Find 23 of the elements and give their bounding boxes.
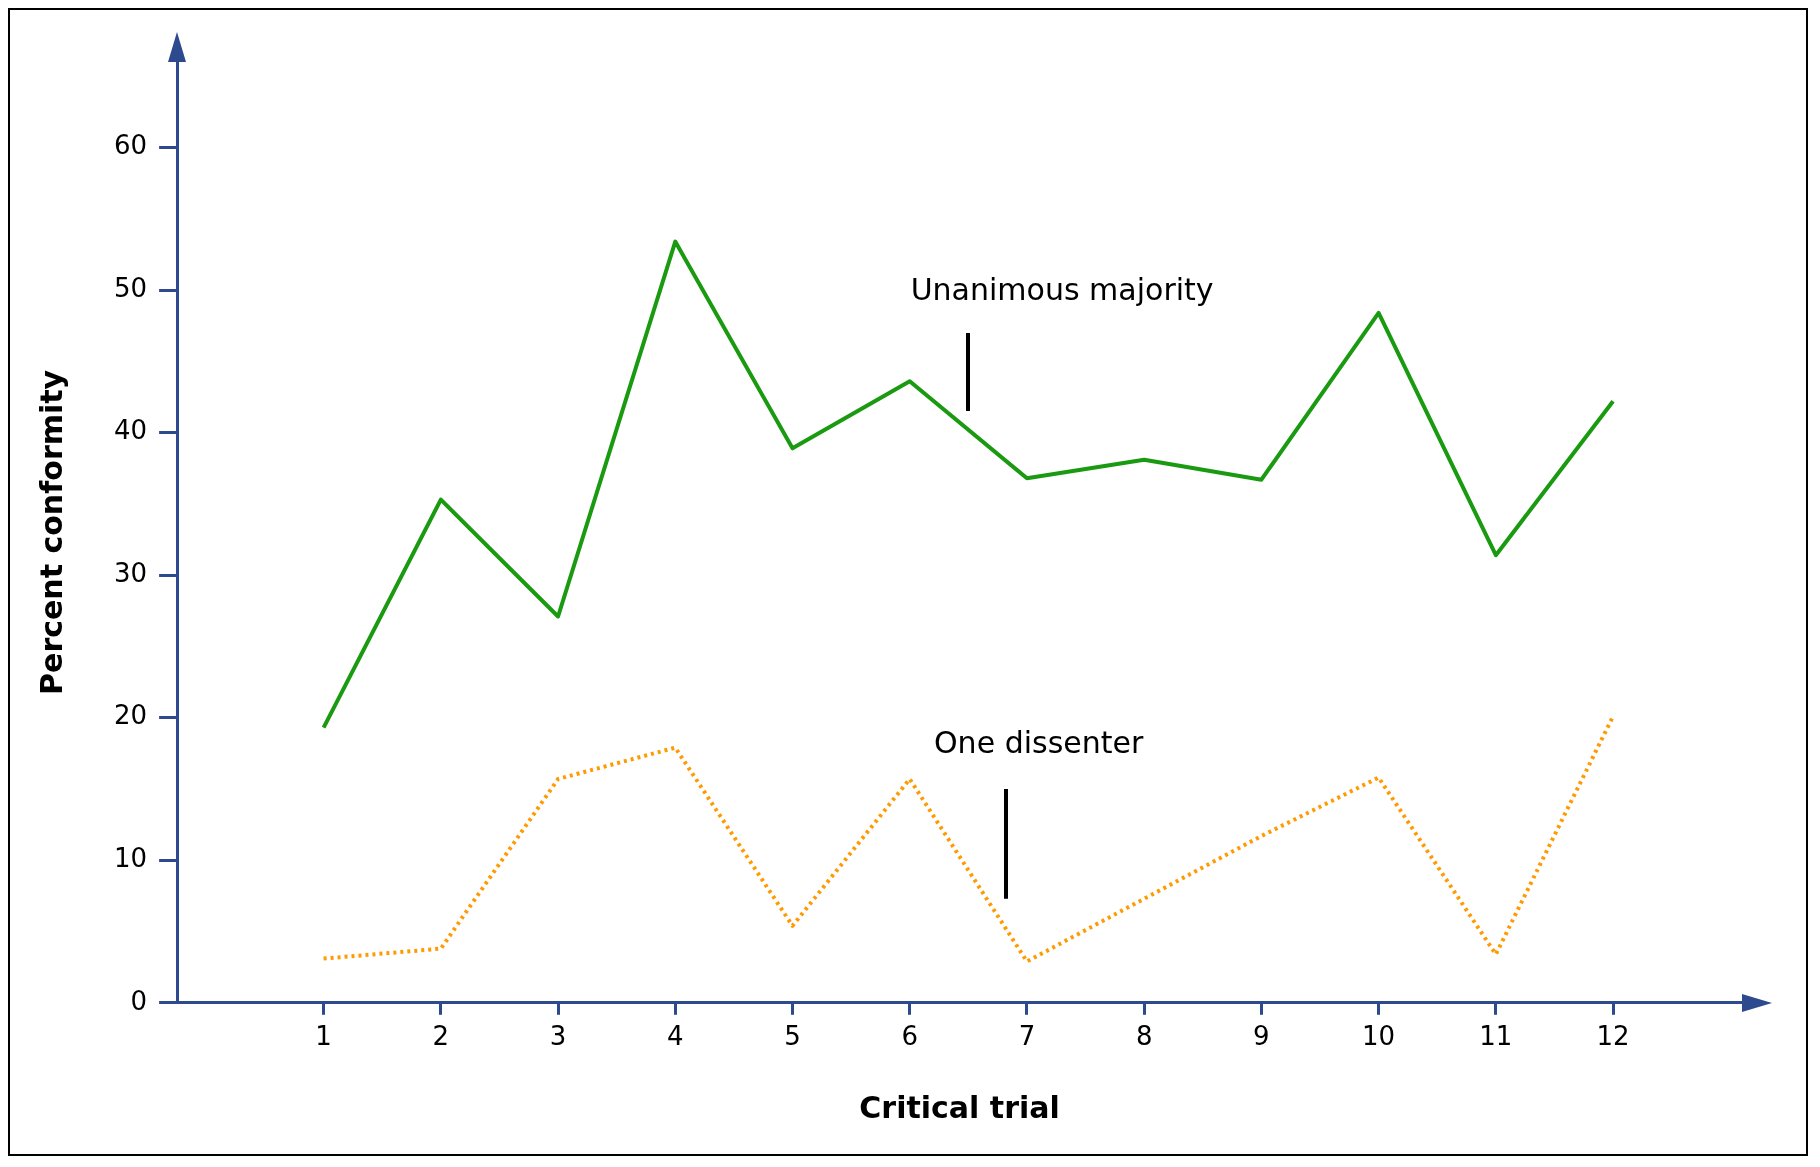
x-tick-label: 8 <box>1135 1021 1153 1052</box>
x-tick-label: 6 <box>901 1021 918 1052</box>
x-tick-label: 10 <box>1362 1021 1396 1052</box>
series-label: One dissenter <box>934 724 1144 760</box>
y-tick-label: 30 <box>113 557 148 588</box>
y-tick-label: 0 <box>130 985 148 1016</box>
x-tick-label: 7 <box>1018 1021 1036 1052</box>
x-tick-label: 1 <box>315 1021 332 1052</box>
x-tick-label: 4 <box>667 1021 684 1052</box>
text: Unanimous majority <box>910 271 1214 307</box>
x-tick-label: 2 <box>432 1021 450 1052</box>
y-tick-label: 20 <box>113 700 148 731</box>
y-axis-title: Percent conformity <box>33 369 69 695</box>
x-tick-label: 9 <box>1253 1021 1270 1052</box>
x-axis-title: Critical trial <box>859 1089 1060 1125</box>
y-tick-label: 40 <box>113 415 148 446</box>
x-tick-label: 12 <box>1596 1021 1630 1052</box>
y-tick-label: 50 <box>113 272 148 303</box>
y-tick-label: 10 <box>113 843 148 873</box>
x-tick-label: 3 <box>549 1021 567 1052</box>
y-tick-label: 60 <box>113 130 148 161</box>
x-tick-label: 11 <box>1479 1021 1513 1052</box>
x-tick-label: 5 <box>784 1021 801 1052</box>
